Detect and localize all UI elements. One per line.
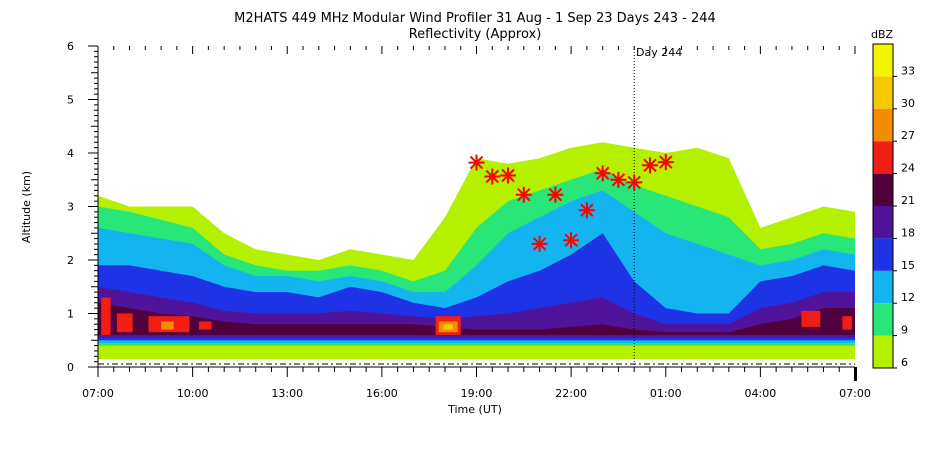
colorbar-swatch — [873, 270, 893, 304]
y-tick-label: 1 — [67, 308, 74, 321]
marker-point — [500, 167, 516, 184]
marker-point — [594, 165, 611, 182]
reflectivity-hotspot-4 — [198, 321, 212, 330]
colorbar-label: 33 — [901, 64, 915, 77]
y-tick-label: 0 — [67, 361, 74, 374]
colorbar-swatch — [873, 238, 893, 271]
colorbar-swatch — [873, 141, 893, 174]
marker-point — [657, 154, 674, 171]
marker-point — [626, 174, 643, 191]
marker-point — [547, 186, 564, 203]
x-tick-label: 13:00 — [271, 387, 303, 400]
colorbar-label: 12 — [901, 291, 915, 304]
marker-point — [642, 157, 658, 174]
marker-point — [468, 154, 485, 171]
colorbar-label: 27 — [901, 129, 915, 142]
colorbar-label: 30 — [901, 97, 915, 110]
plot-area — [97, 46, 855, 368]
colorbar-label: 21 — [901, 194, 915, 207]
colorbar-label: 15 — [901, 259, 915, 272]
colorbar-label: 24 — [901, 162, 915, 175]
marker-point — [531, 235, 548, 252]
reflectivity-hotspot-8 — [801, 310, 821, 327]
marker-point — [563, 232, 580, 249]
marker-point — [610, 171, 627, 188]
colorbar-title: dBZ — [871, 28, 894, 41]
reflectivity-hotspot-3 — [161, 321, 174, 330]
colorbar-swatch — [873, 76, 893, 109]
reflectivity-hotspot-9 — [842, 316, 852, 330]
colorbar-swatch — [873, 44, 893, 77]
colorbar-swatch — [873, 335, 893, 368]
colorbar-swatch — [873, 173, 893, 206]
reflectivity-hotspot-7 — [443, 324, 453, 330]
colorbar: 6 9 12 15 18 21 24 27 30 33 — [872, 43, 915, 369]
x-axis-label: Time (UT) — [447, 403, 502, 416]
day-marker-label: Day 244 — [636, 46, 682, 59]
x-tick-label: 22:00 — [555, 387, 587, 400]
y-axis: 0 1 2 3 4 5 6 — [67, 40, 98, 374]
y-tick-label: 5 — [67, 94, 74, 107]
colorbar-label: 9 — [901, 324, 908, 337]
reflectivity-hotspot-1 — [116, 313, 133, 333]
x-tick-label: 16:00 — [366, 387, 398, 400]
chart-subtitle: Reflectivity (Approx) — [409, 27, 542, 42]
x-axis-end-mark — [854, 367, 857, 381]
colorbar-label: 6 — [901, 356, 908, 369]
marker-point — [484, 168, 501, 185]
colorbar-label: 18 — [901, 226, 915, 239]
y-tick-label: 6 — [67, 40, 74, 53]
x-tick-label: 01:00 — [650, 387, 682, 400]
y-tick-label: 3 — [67, 201, 74, 214]
y-tick-label: 4 — [67, 147, 74, 160]
x-tick-label: 07:00 — [82, 387, 114, 400]
y-axis-label: Altitude (km) — [20, 171, 33, 243]
x-tick-label: 04:00 — [745, 387, 777, 400]
y-tick-label: 2 — [67, 254, 74, 267]
colorbar-swatch — [873, 108, 893, 142]
chart-title: M2HATS 449 MHz Modular Wind Profiler 31 … — [234, 11, 716, 26]
colorbar-swatch — [873, 206, 893, 239]
marker-point — [578, 202, 595, 219]
reflectivity-hotspot-0 — [101, 297, 111, 335]
reflectivity-band-21 — [98, 302, 855, 335]
marker-point — [515, 186, 532, 203]
colorbar-swatch — [873, 303, 893, 336]
x-tick-label: 19:00 — [461, 387, 493, 400]
x-tick-label: 07:00 — [839, 387, 871, 400]
x-axis: 07:00 10:00 13:00 16:00 19:00 22:00 01:00 04:00… — [82, 46, 871, 400]
x-tick-label: 10:00 — [177, 387, 209, 400]
